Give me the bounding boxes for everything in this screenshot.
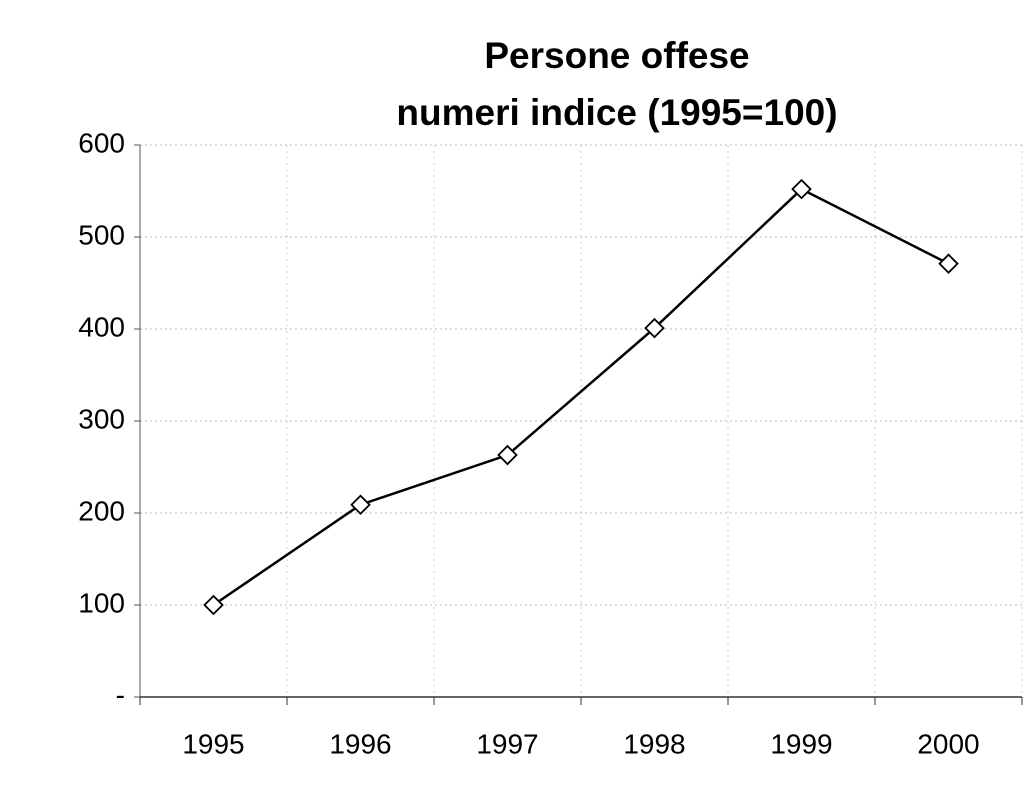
marker — [644, 317, 665, 339]
marker — [791, 178, 812, 200]
chart-title: Persone offese — [484, 35, 749, 76]
marker — [350, 494, 371, 515]
y-tick-label: 400 — [78, 311, 125, 342]
marker — [203, 594, 224, 616]
y-tick-label: 300 — [78, 403, 125, 434]
y-tick-label: 100 — [78, 587, 125, 618]
x-tick-label: 1996 — [329, 728, 391, 759]
y-tick-label: 200 — [78, 495, 125, 526]
chart-subtitle: numeri indice (1995=100) — [396, 92, 837, 133]
y-tick-label: 500 — [78, 219, 125, 250]
marker — [497, 444, 518, 466]
marker — [938, 253, 959, 274]
y-tick-label: - — [116, 679, 125, 710]
x-tick-label: 1997 — [476, 728, 538, 759]
line-series — [212, 187, 950, 607]
x-tick-label: 1995 — [182, 728, 244, 759]
x-tick-label: 1998 — [623, 728, 685, 759]
y-tick-label: 600 — [78, 127, 125, 158]
x-tick-label: 1999 — [770, 728, 832, 759]
x-tick-label: 2000 — [917, 728, 979, 759]
